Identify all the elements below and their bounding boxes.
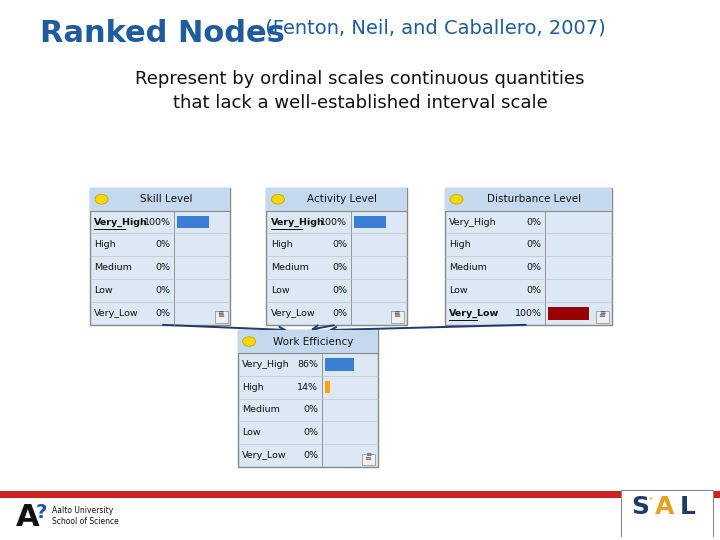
Text: ≡: ≡ (598, 312, 606, 320)
Bar (391, 312, 404, 323)
Text: Very_High: Very_High (449, 218, 497, 227)
Text: A: A (16, 503, 40, 532)
Bar (215, 312, 228, 323)
Text: Very_High: Very_High (271, 218, 325, 227)
Circle shape (271, 194, 284, 204)
Text: ≡: ≡ (364, 454, 372, 463)
Text: Very_Low: Very_Low (94, 309, 139, 318)
Text: Represent by ordinal scales continuous quantities
that lack a well-established i: Represent by ordinal scales continuous q… (135, 70, 585, 112)
Bar (621, 490, 713, 538)
Text: 0%: 0% (332, 286, 347, 295)
Bar (548, 307, 589, 320)
Text: 86%: 86% (297, 360, 318, 369)
Text: 0%: 0% (156, 240, 171, 249)
Text: 0%: 0% (303, 406, 318, 415)
Text: ≡: ≡ (365, 450, 371, 459)
Text: 0%: 0% (156, 309, 171, 318)
Bar (238, 330, 378, 467)
Bar (445, 188, 612, 211)
Text: 100%: 100% (515, 309, 541, 318)
Text: ≡: ≡ (394, 308, 400, 316)
Text: 0%: 0% (332, 309, 347, 318)
Bar (325, 358, 354, 370)
Text: Very_Low: Very_Low (242, 451, 287, 460)
Circle shape (243, 337, 256, 346)
Bar (90, 188, 230, 211)
Text: High: High (242, 383, 264, 391)
Bar (90, 188, 230, 325)
Text: 0%: 0% (156, 286, 171, 295)
Bar (238, 330, 378, 353)
Text: 0%: 0% (332, 240, 347, 249)
Text: Low: Low (242, 428, 261, 437)
Bar (362, 454, 375, 465)
Text: Aalto University
School of Science: Aalto University School of Science (52, 505, 119, 526)
Text: Disturbance Level: Disturbance Level (487, 194, 581, 204)
Circle shape (95, 194, 108, 204)
Text: L: L (680, 495, 696, 519)
Text: 0%: 0% (526, 263, 541, 272)
Bar (266, 188, 407, 211)
Text: Medium: Medium (271, 263, 309, 272)
Text: A: A (655, 495, 675, 519)
Text: 0%: 0% (526, 218, 541, 227)
Text: (Fenton, Neil, and Caballero, 2007): (Fenton, Neil, and Caballero, 2007) (259, 19, 606, 38)
Text: High: High (94, 240, 116, 249)
Text: ?: ? (36, 503, 48, 523)
Text: High: High (271, 240, 292, 249)
Text: Medium: Medium (94, 263, 132, 272)
Text: Work Efficiency: Work Efficiency (274, 336, 354, 347)
Bar (445, 188, 612, 325)
Text: Activity Level: Activity Level (307, 194, 377, 204)
Text: Low: Low (94, 286, 113, 295)
Text: 0%: 0% (303, 428, 318, 437)
Text: Medium: Medium (449, 263, 487, 272)
Text: 0%: 0% (526, 240, 541, 249)
Bar (177, 216, 210, 228)
Text: 100%: 100% (143, 218, 171, 227)
Text: Skill Level: Skill Level (140, 194, 192, 204)
Text: Low: Low (271, 286, 289, 295)
Text: Ranked Nodes: Ranked Nodes (40, 19, 284, 48)
Circle shape (450, 194, 463, 204)
Text: Very_Low: Very_Low (449, 309, 500, 318)
Text: ≡: ≡ (393, 312, 400, 320)
Text: 0%: 0% (332, 263, 347, 272)
Text: 0%: 0% (156, 263, 171, 272)
Text: Very_High: Very_High (242, 360, 289, 369)
Text: '': '' (648, 496, 653, 506)
Text: Low: Low (449, 286, 468, 295)
Bar (0, 491, 720, 498)
Text: 0%: 0% (303, 451, 318, 460)
Text: ≡: ≡ (599, 308, 605, 316)
Bar (325, 381, 330, 394)
Text: ≡: ≡ (217, 308, 223, 316)
Text: 100%: 100% (320, 218, 347, 227)
Text: ≡: ≡ (217, 312, 224, 320)
Text: Medium: Medium (242, 406, 280, 415)
Text: 14%: 14% (297, 383, 318, 391)
Bar (596, 312, 609, 323)
Text: Very_High: Very_High (94, 218, 148, 227)
Bar (354, 216, 386, 228)
Bar (266, 188, 407, 325)
Text: High: High (449, 240, 471, 249)
Text: 0%: 0% (526, 286, 541, 295)
Text: Very_Low: Very_Low (271, 309, 315, 318)
Text: S: S (631, 495, 649, 519)
